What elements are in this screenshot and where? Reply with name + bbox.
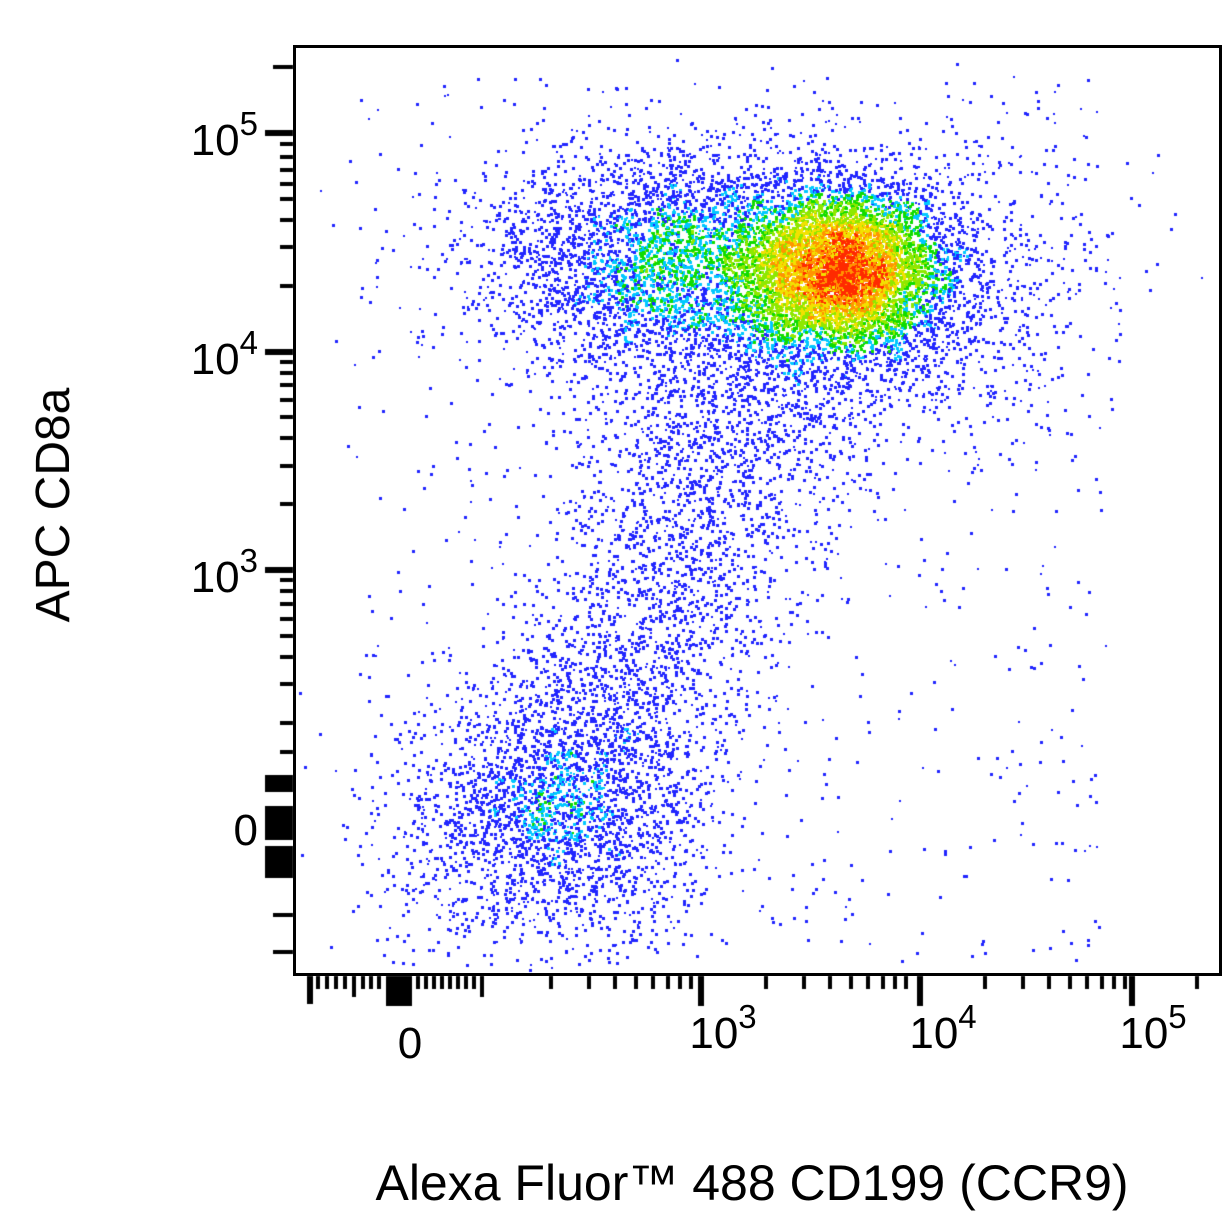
y-tick-label: 103 bbox=[190, 542, 258, 602]
y-tick-label: 0 bbox=[233, 806, 258, 855]
x-tick-label: 0 bbox=[397, 1019, 423, 1068]
x-tick-label: 103 bbox=[689, 998, 757, 1058]
x-tick-label: 105 bbox=[1119, 998, 1187, 1058]
y-axis-title: APC CD8a bbox=[27, 387, 80, 623]
x-tick-label: 104 bbox=[909, 998, 977, 1058]
scatter-canvas bbox=[296, 48, 1219, 973]
y-tick-label: 104 bbox=[190, 324, 258, 384]
y-tick-label: 105 bbox=[190, 105, 258, 165]
x-axis-title: Alexa Fluor™ 488 CD199 (CCR9) bbox=[375, 1155, 1129, 1211]
